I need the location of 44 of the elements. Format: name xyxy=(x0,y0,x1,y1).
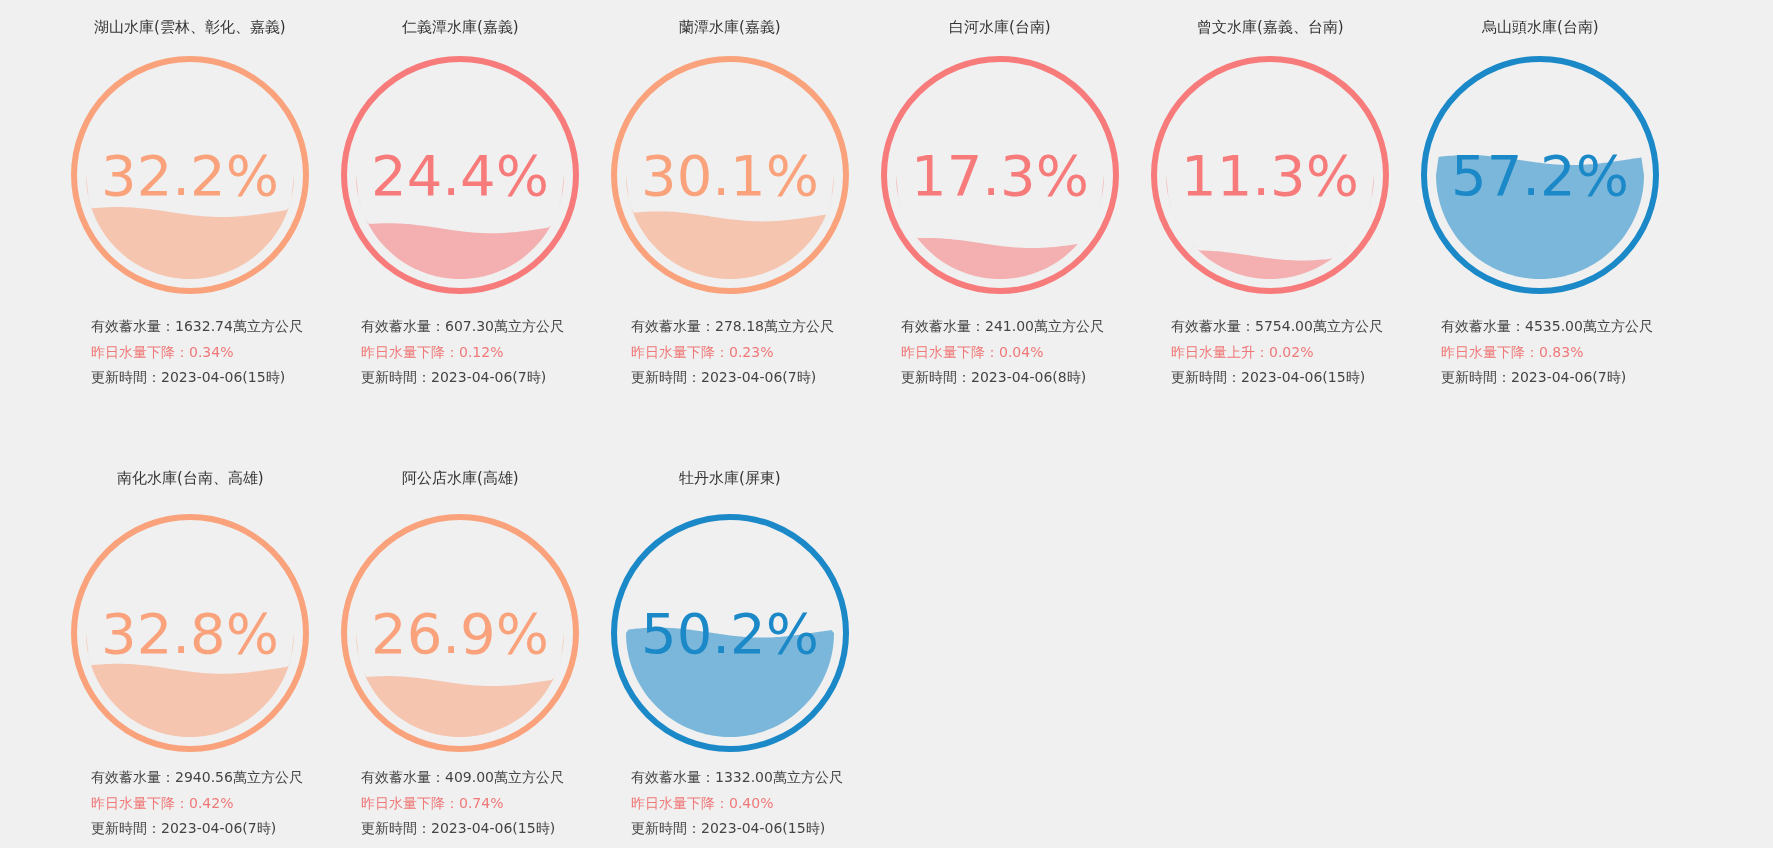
text: 南化水庫(台南、高雄) xyxy=(117,469,264,487)
text: 更新時間：2023-04-06(8時) xyxy=(901,369,1087,385)
text: 蘭潭水庫(嘉義) xyxy=(679,18,781,36)
data-label: 17.3% xyxy=(911,143,1089,208)
text: 昨日水量下降：0.34% xyxy=(91,344,234,360)
text: 昨日水量下降：0.74% xyxy=(361,795,504,811)
text: 更新時間：2023-04-06(7時) xyxy=(1441,369,1627,385)
text: 有效蓄水量：241.00萬立方公尺 xyxy=(901,318,1104,334)
text: 烏山頭水庫(台南) xyxy=(1481,18,1599,36)
text: 曾文水庫(嘉義、台南) xyxy=(1197,18,1344,36)
text: 更新時間：2023-04-06(15時) xyxy=(1171,369,1366,385)
text: 更新時間：2023-04-06(15時) xyxy=(361,820,556,836)
text: 更新時間：2023-04-06(15時) xyxy=(91,369,286,385)
text: 昨日水量下降：0.83% xyxy=(1441,344,1584,360)
data-label: 11.3% xyxy=(1181,143,1359,208)
text: 牡丹水庫(屏東) xyxy=(679,469,781,487)
text: 湖山水庫(雲林、彰化、嘉義) xyxy=(94,18,286,36)
text: 有效蓄水量：607.30萬立方公尺 xyxy=(361,318,564,334)
text: 有效蓄水量：1632.74萬立方公尺 xyxy=(91,318,303,334)
text: 有效蓄水量：278.18萬立方公尺 xyxy=(631,318,834,334)
text: 更新時間：2023-04-06(7時) xyxy=(361,369,547,385)
text: 有效蓄水量：1332.00萬立方公尺 xyxy=(631,769,843,785)
data-label: 24.4% xyxy=(371,143,549,208)
text: 有效蓄水量：2940.56萬立方公尺 xyxy=(91,769,303,785)
text: 阿公店水庫(高雄) xyxy=(402,469,519,487)
data-label: 57.2% xyxy=(1451,143,1629,208)
text: 更新時間：2023-04-06(7時) xyxy=(631,369,817,385)
data-label: 32.2% xyxy=(101,143,279,208)
text: 更新時間：2023-04-06(15時) xyxy=(631,820,826,836)
text: 昨日水量下降：0.40% xyxy=(631,795,774,811)
text: 更新時間：2023-04-06(7時) xyxy=(91,820,277,836)
text: 昨日水量下降：0.42% xyxy=(91,795,234,811)
text: 白河水庫(台南) xyxy=(949,18,1051,36)
text: 有效蓄水量：4535.00萬立方公尺 xyxy=(1441,318,1653,334)
data-label: 26.9% xyxy=(371,601,549,666)
text: 仁義潭水庫(嘉義) xyxy=(401,18,519,36)
text: 昨日水量下降：0.04% xyxy=(901,344,1044,360)
text: 昨日水量下降：0.12% xyxy=(361,344,504,360)
data-label: 30.1% xyxy=(641,143,819,208)
text: 有效蓄水量：409.00萬立方公尺 xyxy=(361,769,564,785)
text: 昨日水量上升：0.02% xyxy=(1171,344,1314,360)
text: 昨日水量下降：0.23% xyxy=(631,344,774,360)
text: 有效蓄水量：5754.00萬立方公尺 xyxy=(1171,318,1383,334)
data-label: 32.8% xyxy=(101,601,279,666)
